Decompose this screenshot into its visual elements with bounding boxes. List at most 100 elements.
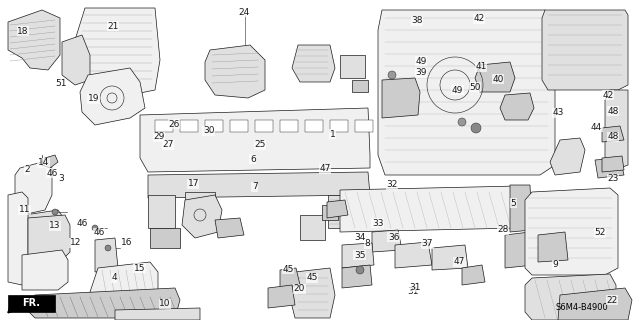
- Text: 11: 11: [19, 205, 30, 214]
- Text: 39: 39: [415, 68, 427, 77]
- Text: 13: 13: [49, 221, 61, 230]
- Polygon shape: [148, 172, 370, 198]
- Bar: [280, 120, 298, 132]
- Polygon shape: [538, 232, 568, 262]
- Bar: [305, 120, 323, 132]
- Text: 35: 35: [354, 251, 365, 260]
- Polygon shape: [382, 78, 420, 118]
- Bar: [255, 120, 273, 132]
- Polygon shape: [80, 68, 145, 125]
- Circle shape: [92, 225, 98, 231]
- Polygon shape: [372, 230, 402, 252]
- Text: 42: 42: [473, 14, 484, 23]
- Bar: [160, 178, 174, 188]
- Text: 29: 29: [153, 132, 164, 141]
- Polygon shape: [462, 265, 485, 285]
- Text: 41: 41: [476, 62, 487, 71]
- Polygon shape: [42, 155, 58, 168]
- Text: 14: 14: [38, 158, 49, 167]
- Bar: [155, 120, 173, 132]
- Text: 18: 18: [17, 27, 29, 36]
- Circle shape: [356, 266, 364, 274]
- Text: 5: 5: [511, 199, 516, 208]
- Polygon shape: [300, 215, 325, 240]
- Bar: [205, 120, 223, 132]
- Bar: [190, 178, 204, 188]
- Polygon shape: [602, 126, 624, 142]
- Polygon shape: [95, 238, 118, 272]
- Text: 34: 34: [354, 233, 365, 242]
- Text: 24: 24: [239, 8, 250, 17]
- Text: 3: 3: [58, 174, 63, 183]
- Polygon shape: [322, 205, 338, 220]
- Text: 6: 6: [250, 155, 255, 164]
- Polygon shape: [595, 158, 624, 178]
- Text: 31: 31: [407, 287, 419, 297]
- Polygon shape: [340, 55, 365, 78]
- Bar: [425, 195, 447, 209]
- Polygon shape: [328, 195, 368, 228]
- Text: 42: 42: [602, 91, 614, 100]
- Text: 51: 51: [55, 79, 67, 88]
- Bar: [495, 195, 517, 209]
- Polygon shape: [550, 138, 585, 175]
- Text: 22: 22: [606, 296, 618, 305]
- Bar: [310, 178, 324, 188]
- Text: 37: 37: [422, 239, 433, 248]
- Text: 4: 4: [111, 273, 116, 282]
- Text: 45: 45: [307, 273, 318, 282]
- Text: FR.: FR.: [22, 298, 40, 308]
- Text: 28: 28: [497, 225, 509, 234]
- Circle shape: [388, 71, 396, 79]
- Text: 17: 17: [188, 180, 199, 188]
- Polygon shape: [500, 93, 534, 120]
- Polygon shape: [602, 156, 624, 172]
- Circle shape: [52, 209, 58, 215]
- Polygon shape: [185, 192, 215, 225]
- Text: 43: 43: [552, 108, 564, 117]
- Text: 10: 10: [159, 300, 171, 308]
- Polygon shape: [8, 10, 60, 70]
- Polygon shape: [182, 195, 222, 238]
- Circle shape: [458, 118, 466, 126]
- Polygon shape: [28, 215, 70, 260]
- Text: S6M4-B4900: S6M4-B4900: [555, 303, 608, 313]
- Text: 2: 2: [24, 165, 29, 174]
- Bar: [460, 195, 482, 209]
- Polygon shape: [280, 268, 300, 288]
- Polygon shape: [525, 188, 618, 275]
- Text: 48: 48: [607, 132, 619, 141]
- Polygon shape: [352, 80, 368, 92]
- Text: 50: 50: [469, 83, 481, 92]
- Polygon shape: [505, 232, 534, 268]
- Text: 31: 31: [409, 283, 420, 292]
- Polygon shape: [140, 108, 370, 172]
- Text: 49: 49: [415, 57, 427, 66]
- Text: 19: 19: [88, 94, 99, 103]
- Bar: [180, 120, 198, 132]
- Polygon shape: [327, 200, 348, 218]
- Bar: [390, 195, 412, 209]
- Polygon shape: [15, 162, 52, 215]
- Bar: [355, 195, 377, 209]
- Text: 46: 46: [93, 228, 105, 237]
- Text: 46: 46: [47, 169, 58, 178]
- Circle shape: [471, 123, 481, 133]
- Polygon shape: [290, 268, 335, 318]
- Bar: [220, 178, 234, 188]
- Text: 38: 38: [412, 16, 423, 25]
- Polygon shape: [75, 8, 160, 95]
- Bar: [250, 178, 264, 188]
- Polygon shape: [558, 288, 632, 320]
- Text: 26: 26: [168, 120, 180, 129]
- Text: 7: 7: [252, 182, 257, 191]
- Polygon shape: [542, 10, 628, 90]
- Polygon shape: [15, 210, 65, 268]
- Polygon shape: [525, 274, 616, 320]
- Text: 45: 45: [282, 265, 294, 274]
- Polygon shape: [342, 265, 372, 288]
- Polygon shape: [292, 45, 335, 82]
- Text: 48: 48: [607, 107, 619, 116]
- Bar: [230, 120, 248, 132]
- Bar: [330, 120, 348, 132]
